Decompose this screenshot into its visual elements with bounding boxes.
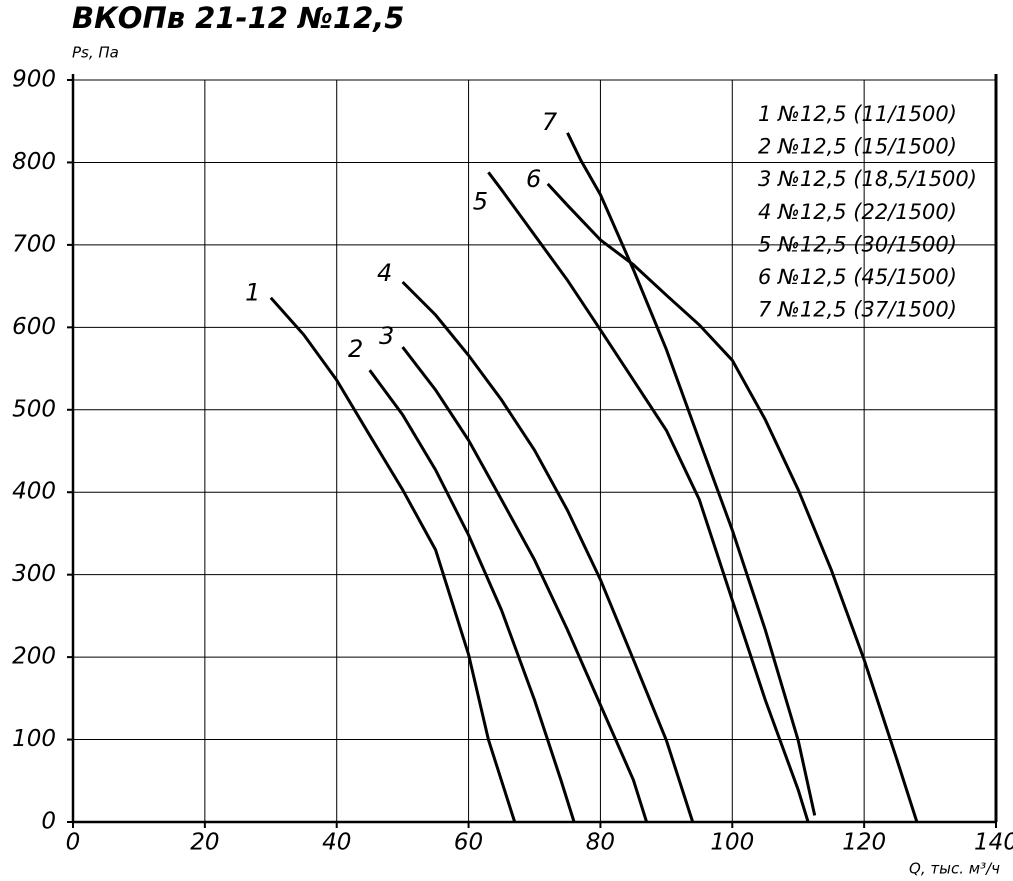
curve-label: 1 (245, 279, 260, 307)
curve (566, 132, 817, 816)
curve (487, 171, 810, 823)
y-tick-label: 800 (12, 149, 56, 175)
y-tick-label: 0 (41, 809, 56, 835)
curve (401, 346, 649, 823)
x-tick-label: 140 (974, 830, 1013, 856)
x-tick-label: 80 (586, 830, 615, 856)
chart-title: ВКОПв 21-12 №12,5 (72, 1, 404, 35)
curve-label: 5 (473, 187, 488, 215)
x-tick-label: 40 (322, 830, 351, 856)
legend-entry: 2 №12,5 (15/1500) (758, 135, 957, 159)
curve (401, 280, 695, 823)
legend-entry: 7 №12,5 (37/1500) (758, 298, 957, 322)
y-tick-label: 900 (12, 67, 56, 93)
legend-entry: 4 №12,5 (22/1500) (758, 200, 957, 224)
x-tick-label: 20 (190, 830, 219, 856)
legend-entry: 1 №12,5 (11/1500) (758, 102, 957, 126)
x-tick-label: 120 (842, 830, 886, 856)
curve-label: 6 (526, 165, 541, 193)
legend-entry: 3 №12,5 (18,5/1500) (758, 167, 977, 191)
y-axis-label: Ps, Па (72, 44, 119, 62)
legend-entry: 6 №12,5 (45/1500) (758, 265, 957, 289)
curve-label: 7 (542, 108, 558, 136)
curve (368, 369, 576, 823)
y-tick-label: 700 (12, 231, 56, 257)
x-tick-label: 60 (454, 830, 483, 856)
x-axis-label: Q, тыс. м³/ч (909, 860, 1000, 878)
curve (546, 182, 919, 823)
curve-label: 2 (348, 335, 363, 363)
y-tick-label: 200 (12, 644, 56, 670)
curve-label: 3 (379, 322, 394, 350)
y-tick-label: 500 (12, 396, 56, 422)
x-tick-label: 100 (710, 830, 754, 856)
curve-label: 4 (377, 259, 392, 287)
y-tick-label: 600 (12, 314, 56, 340)
y-tick-label: 100 (12, 726, 56, 752)
legend-entry: 5 №12,5 (30/1500) (758, 232, 957, 256)
y-tick-label: 300 (12, 561, 56, 587)
x-tick-label: 0 (66, 830, 81, 856)
curve (269, 296, 517, 823)
y-tick-label: 400 (12, 479, 56, 505)
